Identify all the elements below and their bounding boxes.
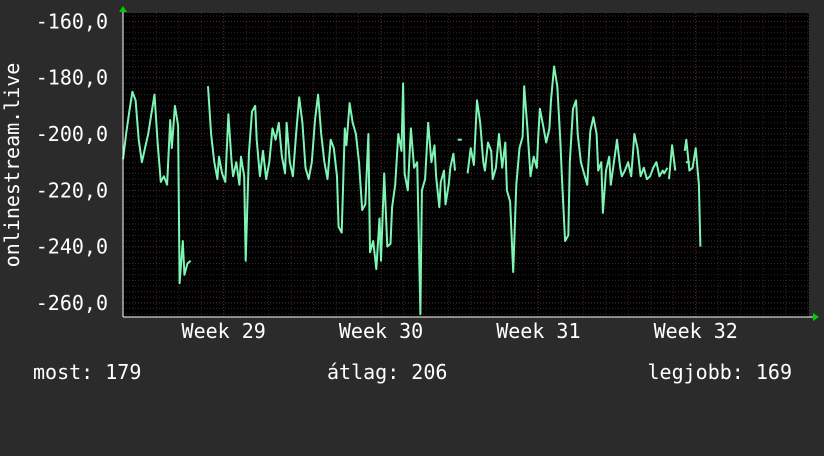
stat-current: most: 179 <box>33 360 142 384</box>
series-line <box>668 144 677 180</box>
series-line <box>207 82 456 316</box>
x-tick-label: Week 30 <box>339 319 423 343</box>
x-tick-labels: Week 29 Week 30 Week 31 Week 32 <box>182 319 738 343</box>
chart: -160,0 -180,0 -200,0 -220,0 -240,0 -260,0 Wee… <box>0 6 819 343</box>
y-axis-arrow-icon <box>119 6 127 12</box>
y-tick-label: -240,0 <box>36 235 108 259</box>
grid <box>123 13 809 317</box>
y-tick-label: -200,0 <box>36 122 108 146</box>
x-tick-label: Week 32 <box>654 319 738 343</box>
stats-bar: most: 179 átlag: 206 legjobb: 169 <box>0 360 824 390</box>
series-line <box>122 90 192 285</box>
y-tick-label: -220,0 <box>36 178 108 202</box>
series-point <box>457 138 462 141</box>
x-axis-arrow-icon <box>813 313 819 321</box>
x-tick-label: Week 31 <box>496 319 580 343</box>
y-tick-label: -260,0 <box>36 291 108 315</box>
series-point <box>685 161 690 164</box>
y-tick-labels: -160,0 -180,0 -200,0 -220,0 -240,0 -260,0 <box>36 9 108 314</box>
axes <box>119 6 819 321</box>
x-tick-label: Week 29 <box>182 319 266 343</box>
stat-best: legjobb: 169 <box>647 360 793 384</box>
y-tick-label: -180,0 <box>36 66 108 90</box>
y-tick-label: -160,0 <box>36 9 108 33</box>
y-axis-label: onlinestream.live <box>0 63 24 268</box>
stat-average: átlag: 206 <box>327 360 448 384</box>
series-line <box>683 138 702 247</box>
series-lines <box>122 65 702 316</box>
series-line <box>466 65 669 273</box>
